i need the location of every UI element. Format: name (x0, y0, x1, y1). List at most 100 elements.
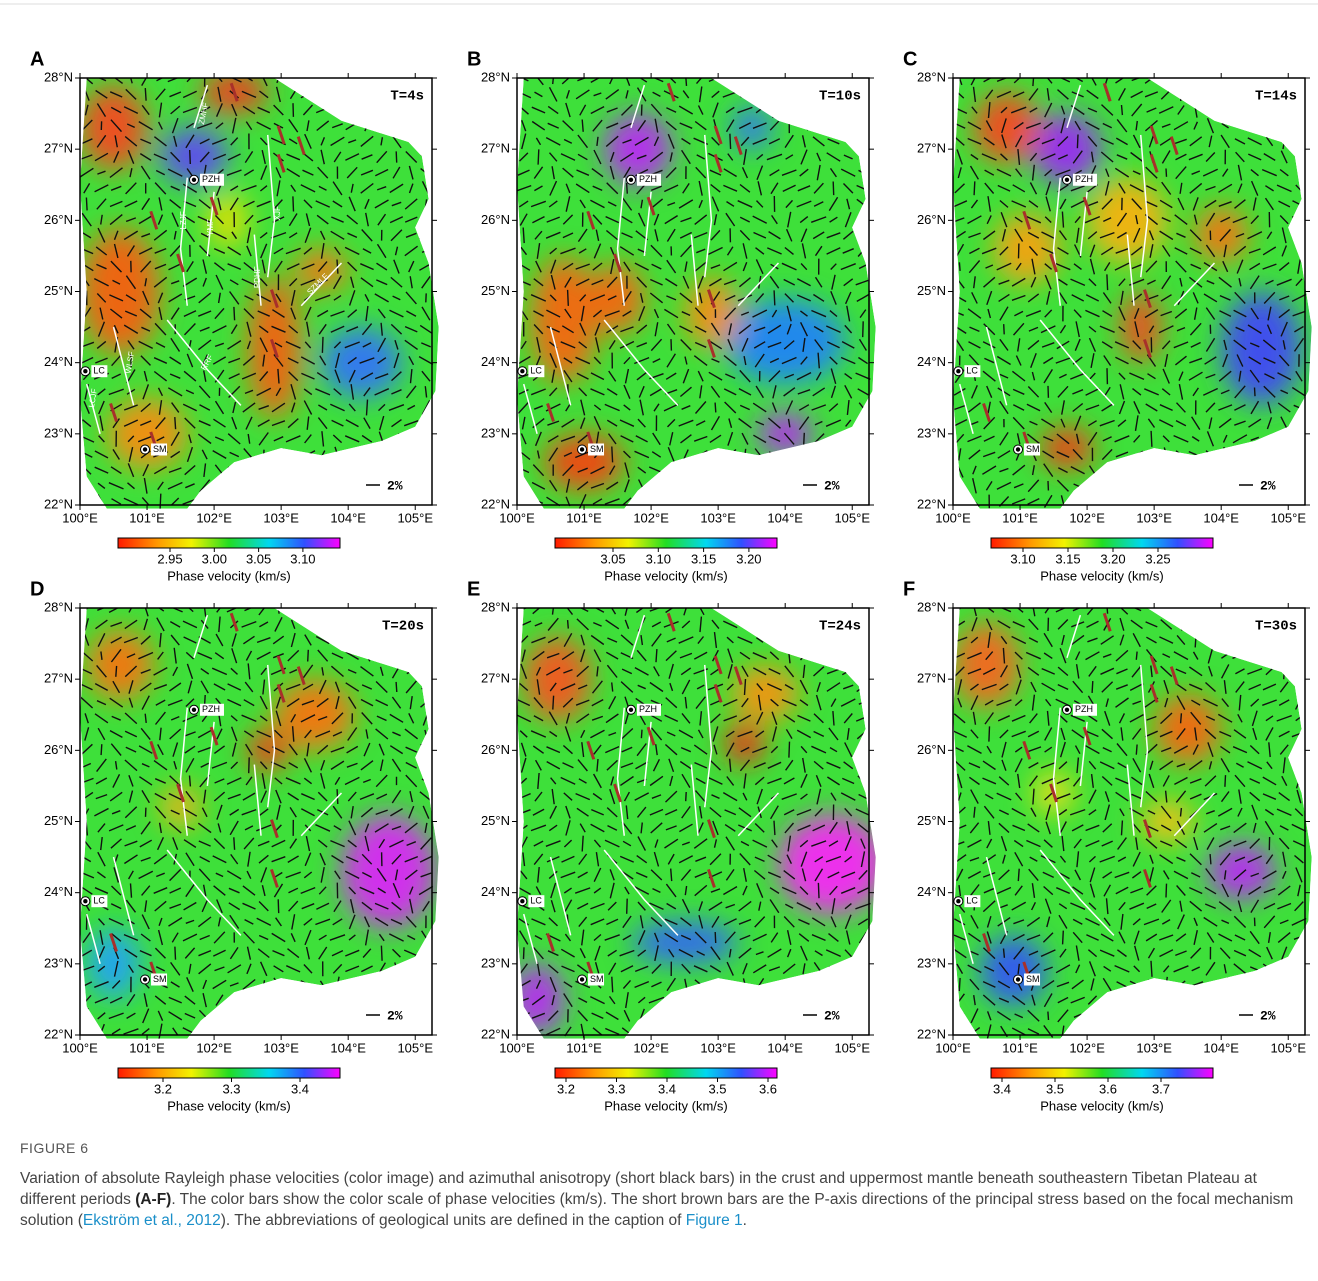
station-label: SM (590, 974, 604, 984)
fault-line (958, 913, 974, 965)
colorbar-label: Phase velocity (km/s) (604, 568, 728, 583)
station-dot (1015, 977, 1021, 982)
fault-line (266, 664, 276, 808)
lon-label: 104°E (330, 510, 366, 525)
lat-label: 26°N (44, 742, 73, 757)
lon-label: 100°E (62, 510, 98, 525)
velocity-anomaly (724, 721, 766, 765)
velocity-anomaly (731, 106, 772, 150)
station-label-box (91, 895, 108, 908)
lat-label: 28°N (44, 69, 73, 84)
lat-label: 25°N (44, 283, 73, 298)
lat-label: 23°N (44, 955, 73, 970)
period-label: T=4s (390, 89, 424, 105)
lat-label: 28°N (481, 69, 510, 84)
panel-label: E (467, 578, 480, 600)
panel: E PZH LC SM T=24s 2% 28°N 27°N 26°N 25°N 24°N 23°N 2… (467, 578, 876, 1113)
fault-line (603, 319, 679, 406)
station-dot (956, 369, 961, 374)
station-label: PZH (1075, 704, 1093, 714)
lat-label: 22°N (481, 496, 510, 511)
colorbar-tick-label: 3.05 (246, 551, 271, 566)
colorbar-tick-label: 3.00 (202, 551, 227, 566)
velocity-anomaly (684, 277, 739, 349)
lon-label: 103°E (700, 510, 736, 525)
velocity-anomaly (294, 248, 349, 292)
stress-bars (109, 612, 306, 981)
velocity-anomaly (993, 213, 1061, 285)
fault-label: WLSF (124, 351, 137, 375)
lon-label: 102°E (633, 510, 669, 525)
lat-label: 24°N (481, 884, 510, 899)
fault-line (616, 707, 626, 836)
station-label: PZH (639, 704, 657, 714)
station-label: PZH (639, 174, 657, 184)
velocity-anomaly (86, 629, 154, 701)
colorbar-tick-label: 3.5 (708, 1081, 726, 1096)
map (517, 78, 876, 509)
colorbar (990, 1067, 1214, 1079)
fault-label: LZJF (179, 211, 188, 229)
fault-line (1139, 664, 1149, 808)
station-label-box (588, 443, 605, 456)
map (953, 78, 1312, 509)
stress-bars (982, 612, 1179, 981)
colorbar-tick-label: 3.5 (1046, 1081, 1064, 1096)
colorbar-tick-label: 2.95 (157, 551, 182, 566)
station-label-box (636, 173, 661, 186)
lat-label: 25°N (44, 813, 73, 828)
lat-label: 22°N (917, 1026, 946, 1041)
caption-link[interactable]: Ekström et al., 2012 (82, 1212, 221, 1229)
colorbar-label: Phase velocity (km/s) (1040, 568, 1164, 583)
panel-label: F (903, 578, 915, 600)
stress-bars (109, 82, 306, 451)
fault-line (166, 849, 242, 936)
scale-label: 2% (1260, 478, 1276, 493)
velocity-anomaly (631, 921, 739, 964)
fault-line (703, 664, 713, 808)
colorbar-tick-label: 3.3 (607, 1081, 625, 1096)
lat-label: 27°N (481, 141, 510, 156)
colorbar (990, 537, 1214, 549)
velocity-anomaly (1040, 426, 1094, 470)
stress-bars (546, 82, 743, 451)
lat-label: 27°N (481, 671, 510, 686)
fault-line (1039, 319, 1115, 406)
station-label-box (636, 703, 661, 716)
caption-text: Variation of absolute Rayleigh phase vel… (20, 1168, 1300, 1231)
fault-line (166, 319, 242, 406)
fault-line (630, 84, 646, 129)
colorbar-tick-label: 3.05 (600, 551, 625, 566)
caption-label: FIGURE 6 (20, 1140, 89, 1156)
caption-part: . (742, 1212, 747, 1229)
fault-line (1173, 792, 1216, 837)
panel-label: A (30, 48, 44, 70)
velocity-anomaly (590, 263, 645, 335)
lon-label: 105°E (834, 1040, 870, 1055)
station-dot (191, 177, 197, 182)
caption-part: Variation of absolute Rayleigh phase vel… (20, 1170, 1257, 1208)
lon-label: 103°E (263, 510, 299, 525)
velocity-field (973, 92, 1302, 470)
lon-label: 103°E (700, 1040, 736, 1055)
station-dot (1064, 177, 1070, 182)
station-label: LC (966, 896, 978, 906)
fault-line (1066, 84, 1082, 129)
lon-label: 101°E (1002, 510, 1038, 525)
velocity-anomaly (80, 85, 148, 171)
caption-part: (A-F) (135, 1191, 172, 1208)
lon-label: 103°E (1136, 1040, 1172, 1055)
caption-link[interactable]: Figure 1 (685, 1212, 743, 1229)
velocity-anomaly (543, 433, 625, 491)
stress-bars (546, 612, 743, 981)
panel: C PZH LC SM T=14s 2% 28°N 27°N 26°N 25°N 24°N 23°N 2… (903, 48, 1312, 583)
lon-label: 105°E (834, 510, 870, 525)
colorbar-tick-label: 3.20 (1100, 551, 1125, 566)
colorbar-label: Phase velocity (km/s) (167, 568, 291, 583)
period-label: T=14s (1255, 89, 1297, 105)
colorbar-tick-label: 3.20 (736, 551, 761, 566)
colorbar-tick-label: 3.4 (658, 1081, 676, 1096)
velocity-anomaly (1033, 113, 1101, 185)
panel-label: D (30, 578, 44, 600)
station-label-box (199, 173, 224, 186)
